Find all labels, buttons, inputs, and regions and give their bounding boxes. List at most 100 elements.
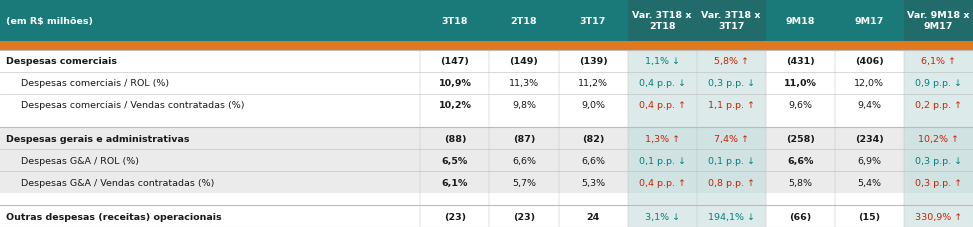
Bar — [835, 116, 904, 128]
Text: 0,3 p.p. ↓: 0,3 p.p. ↓ — [707, 79, 755, 88]
Bar — [420, 128, 489, 150]
Text: (406): (406) — [855, 57, 883, 66]
Text: 12,0%: 12,0% — [854, 79, 884, 88]
Bar — [559, 116, 628, 128]
Text: 11,2%: 11,2% — [578, 79, 608, 88]
Bar — [628, 193, 697, 205]
Text: 5,3%: 5,3% — [581, 178, 605, 187]
Bar — [904, 128, 973, 150]
Bar — [559, 128, 628, 150]
Bar — [489, 193, 559, 205]
Text: (149): (149) — [510, 57, 538, 66]
Bar — [0, 205, 420, 227]
Bar — [697, 150, 766, 171]
Text: 9M18: 9M18 — [785, 17, 815, 25]
Bar — [697, 193, 766, 205]
Text: 5,7%: 5,7% — [512, 178, 536, 187]
Text: 0,8 p.p. ↑: 0,8 p.p. ↑ — [707, 178, 755, 187]
Text: 9,0%: 9,0% — [581, 101, 605, 110]
Text: 10,2% ↑: 10,2% ↑ — [918, 134, 959, 143]
Text: Despesas comerciais / ROL (%): Despesas comerciais / ROL (%) — [21, 79, 169, 88]
Text: 3T18: 3T18 — [442, 17, 468, 25]
Bar — [766, 193, 835, 205]
Bar — [835, 193, 904, 205]
Text: 9,4%: 9,4% — [857, 101, 882, 110]
Text: 3T17: 3T17 — [580, 17, 606, 25]
Text: 7,4% ↑: 7,4% ↑ — [714, 134, 748, 143]
Bar — [559, 94, 628, 116]
Text: Var. 3T18 x
2T18: Var. 3T18 x 2T18 — [632, 11, 692, 31]
Bar — [697, 51, 766, 72]
Text: 6,1%: 6,1% — [442, 178, 468, 187]
Bar — [489, 94, 559, 116]
Text: 11,3%: 11,3% — [509, 79, 539, 88]
Bar — [420, 116, 489, 128]
Bar — [835, 150, 904, 171]
Bar — [628, 51, 697, 72]
Bar — [697, 205, 766, 227]
Text: 1,1% ↓: 1,1% ↓ — [645, 57, 679, 66]
Bar — [835, 171, 904, 193]
Text: 0,4 p.p. ↑: 0,4 p.p. ↑ — [638, 101, 686, 110]
Bar — [420, 51, 489, 72]
Bar — [0, 150, 420, 171]
Bar — [835, 72, 904, 94]
Text: 3,1% ↓: 3,1% ↓ — [644, 212, 680, 221]
Bar — [0, 94, 420, 116]
Bar — [766, 116, 835, 128]
Text: 6,6%: 6,6% — [787, 156, 813, 165]
Bar — [697, 72, 766, 94]
Bar — [904, 171, 973, 193]
Bar — [835, 205, 904, 227]
Bar — [628, 94, 697, 116]
Text: 6,6%: 6,6% — [512, 156, 536, 165]
Text: 5,8% ↑: 5,8% ↑ — [714, 57, 748, 66]
Text: 1,1 p.p. ↑: 1,1 p.p. ↑ — [707, 101, 755, 110]
Bar — [904, 205, 973, 227]
Text: Var. 3T18 x
3T17: Var. 3T18 x 3T17 — [702, 11, 761, 31]
Bar — [0, 42, 973, 51]
Text: (87): (87) — [513, 134, 535, 143]
Text: 2T18: 2T18 — [511, 17, 537, 25]
Bar — [489, 171, 559, 193]
Text: 0,4 p.p. ↓: 0,4 p.p. ↓ — [638, 79, 686, 88]
Bar — [559, 193, 628, 205]
Text: 0,9 p.p. ↓: 0,9 p.p. ↓ — [915, 79, 962, 88]
Text: 6,6%: 6,6% — [581, 156, 605, 165]
Bar — [0, 193, 420, 205]
Text: 5,4%: 5,4% — [857, 178, 882, 187]
Bar — [766, 51, 835, 72]
Text: 9M17: 9M17 — [854, 17, 884, 25]
Bar — [559, 72, 628, 94]
Text: Despesas gerais e administrativas: Despesas gerais e administrativas — [6, 134, 190, 143]
Bar — [0, 51, 420, 72]
Bar — [766, 94, 835, 116]
Bar — [697, 0, 766, 42]
Text: 10,9%: 10,9% — [439, 79, 471, 88]
Bar — [420, 72, 489, 94]
Bar — [559, 51, 628, 72]
Bar — [489, 128, 559, 150]
Bar — [628, 128, 697, 150]
Bar — [835, 51, 904, 72]
Bar — [559, 171, 628, 193]
Text: 0,4 p.p. ↑: 0,4 p.p. ↑ — [638, 178, 686, 187]
Text: Var. 9M18 x
9M17: Var. 9M18 x 9M17 — [907, 11, 970, 31]
Bar — [420, 193, 489, 205]
Text: (66): (66) — [789, 212, 811, 221]
Bar — [904, 94, 973, 116]
Text: (82): (82) — [582, 134, 604, 143]
Text: 0,3 p.p. ↑: 0,3 p.p. ↑ — [915, 178, 962, 187]
Bar — [835, 128, 904, 150]
Text: (23): (23) — [444, 212, 466, 221]
Text: Despesas comerciais: Despesas comerciais — [6, 57, 117, 66]
Text: (em R$ milhões): (em R$ milhões) — [6, 17, 92, 25]
Bar — [697, 94, 766, 116]
Text: (139): (139) — [579, 57, 607, 66]
Text: Despesas comerciais / Vendas contratadas (%): Despesas comerciais / Vendas contratadas… — [21, 101, 245, 110]
Bar — [0, 72, 420, 94]
Bar — [904, 150, 973, 171]
Bar — [489, 51, 559, 72]
Text: 6,1% ↑: 6,1% ↑ — [921, 57, 955, 66]
Text: (147): (147) — [441, 57, 469, 66]
